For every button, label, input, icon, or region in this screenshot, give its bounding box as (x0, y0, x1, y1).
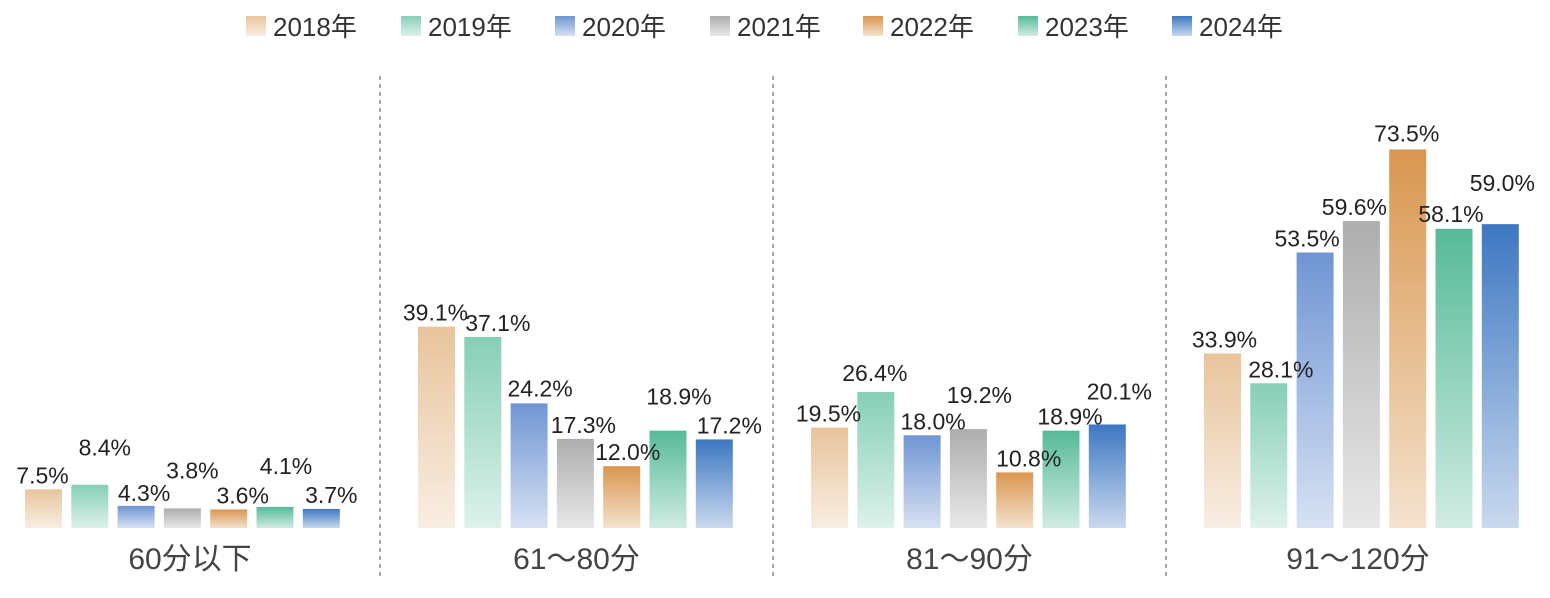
value-label-series-3-group-0: 3.8% (166, 457, 218, 483)
legend-label-series-6: 2024年 (1199, 12, 1283, 42)
value-label-series-0-group-3: 33.9% (1192, 326, 1257, 352)
bars (25, 149, 1519, 528)
bar-series-2-group-0 (117, 505, 155, 528)
value-label-series-1-group-0: 8.4% (79, 435, 131, 461)
value-label-series-6-group-0: 3.7% (305, 482, 357, 508)
bar-series-6-group-3 (1481, 224, 1519, 528)
legend-label-series-5: 2023年 (1045, 12, 1129, 42)
bar-series-5-group-1 (649, 430, 687, 528)
bar-series-2-group-1 (510, 403, 548, 528)
value-label-series-6-group-3: 59.0% (1470, 170, 1535, 196)
legend-label-series-3: 2021年 (737, 12, 821, 42)
bar-series-6-group-1 (695, 439, 733, 528)
bar-series-3-group-0 (163, 508, 201, 528)
value-label-series-6-group-1: 17.2% (697, 412, 762, 438)
bar-series-2-group-2 (903, 435, 941, 528)
legend: 2018年 2019年 2020年 2021年 2022年 2023年 2024年 (246, 12, 1283, 42)
legend-swatch-series-4 (863, 16, 883, 36)
legend-label-series-4: 2022年 (890, 12, 974, 42)
bar-series-4-group-2 (996, 472, 1034, 528)
legend-swatch-series-1 (401, 16, 421, 36)
value-label-series-0-group-2: 19.5% (796, 401, 861, 427)
value-label-series-2-group-1: 24.2% (507, 375, 572, 401)
category-label-3: 91～120分 (1286, 543, 1429, 576)
bar-series-4-group-0 (210, 509, 248, 528)
bar-series-3-group-1 (556, 438, 594, 528)
value-label-series-1-group-2: 26.4% (842, 360, 907, 386)
category-labels: 60分以下 61～80分 81～90分 91～120分 (128, 543, 1429, 576)
group-dividers (379, 76, 1167, 580)
legend-label-series-1: 2019年 (428, 12, 512, 42)
bar-series-1-group-1 (464, 336, 502, 528)
legend-swatch-series-3 (710, 16, 730, 36)
value-label-series-5-group-2: 18.9% (1037, 404, 1102, 430)
value-label-series-5-group-1: 18.9% (646, 384, 711, 410)
category-label-0: 60分以下 (128, 543, 251, 576)
legend-swatch-series-5 (1018, 16, 1038, 36)
value-label-series-2-group-2: 18.0% (900, 408, 965, 434)
bar-series-1-group-3 (1250, 383, 1288, 528)
value-label-series-3-group-3: 59.6% (1322, 194, 1387, 220)
value-label-series-1-group-3: 28.1% (1248, 356, 1313, 382)
value-label-series-6-group-2: 20.1% (1087, 378, 1152, 404)
bar-series-5-group-3 (1435, 228, 1473, 528)
bar-series-1-group-0 (71, 484, 109, 528)
bar-series-3-group-2 (949, 429, 987, 528)
value-label-series-5-group-3: 58.1% (1418, 201, 1483, 227)
bar-series-4-group-1 (603, 466, 641, 528)
value-label-series-4-group-3: 73.5% (1374, 120, 1439, 146)
category-label-1: 61～80分 (513, 543, 640, 576)
value-label-series-2-group-0: 4.3% (118, 480, 170, 506)
bar-series-6-group-0 (302, 508, 340, 528)
bar-series-6-group-2 (1088, 424, 1126, 528)
legend-label-series-0: 2018年 (273, 12, 357, 42)
legend-label-series-2: 2020年 (582, 12, 666, 42)
value-label-series-4-group-1: 12.0% (595, 439, 660, 465)
bar-series-0-group-3 (1204, 353, 1241, 528)
bar-series-0-group-1 (418, 326, 455, 528)
bar-series-5-group-2 (1042, 430, 1080, 528)
bar-series-5-group-0 (256, 506, 294, 528)
bar-series-0-group-0 (25, 489, 62, 528)
value-label-series-4-group-2: 10.8% (996, 445, 1061, 471)
bar-series-3-group-3 (1342, 221, 1380, 528)
bar-series-4-group-3 (1389, 149, 1427, 528)
bar-series-2-group-3 (1296, 252, 1334, 528)
value-label-series-2-group-3: 53.5% (1274, 225, 1339, 251)
value-label-series-4-group-0: 3.6% (216, 482, 268, 508)
legend-swatch-series-0 (246, 16, 266, 36)
bar-series-1-group-2 (857, 392, 895, 528)
value-label-series-0-group-1: 39.1% (403, 300, 468, 326)
legend-swatch-series-2 (555, 16, 575, 36)
value-label-series-3-group-2: 19.2% (947, 382, 1012, 408)
value-label-series-1-group-1: 37.1% (465, 310, 530, 336)
legend-swatch-series-6 (1172, 16, 1192, 36)
bar-series-0-group-2 (811, 427, 848, 528)
value-labels: 7.5% 8.4% 4.3%3.8%3.6% 4.1% 3.7% 39.1%37.1% 24… (16, 120, 1535, 508)
category-label-2: 81～90分 (906, 543, 1033, 576)
value-label-series-3-group-1: 17.3% (551, 412, 616, 438)
value-label-series-5-group-0: 4.1% (260, 453, 312, 479)
value-label-series-0-group-0: 7.5% (16, 462, 68, 488)
